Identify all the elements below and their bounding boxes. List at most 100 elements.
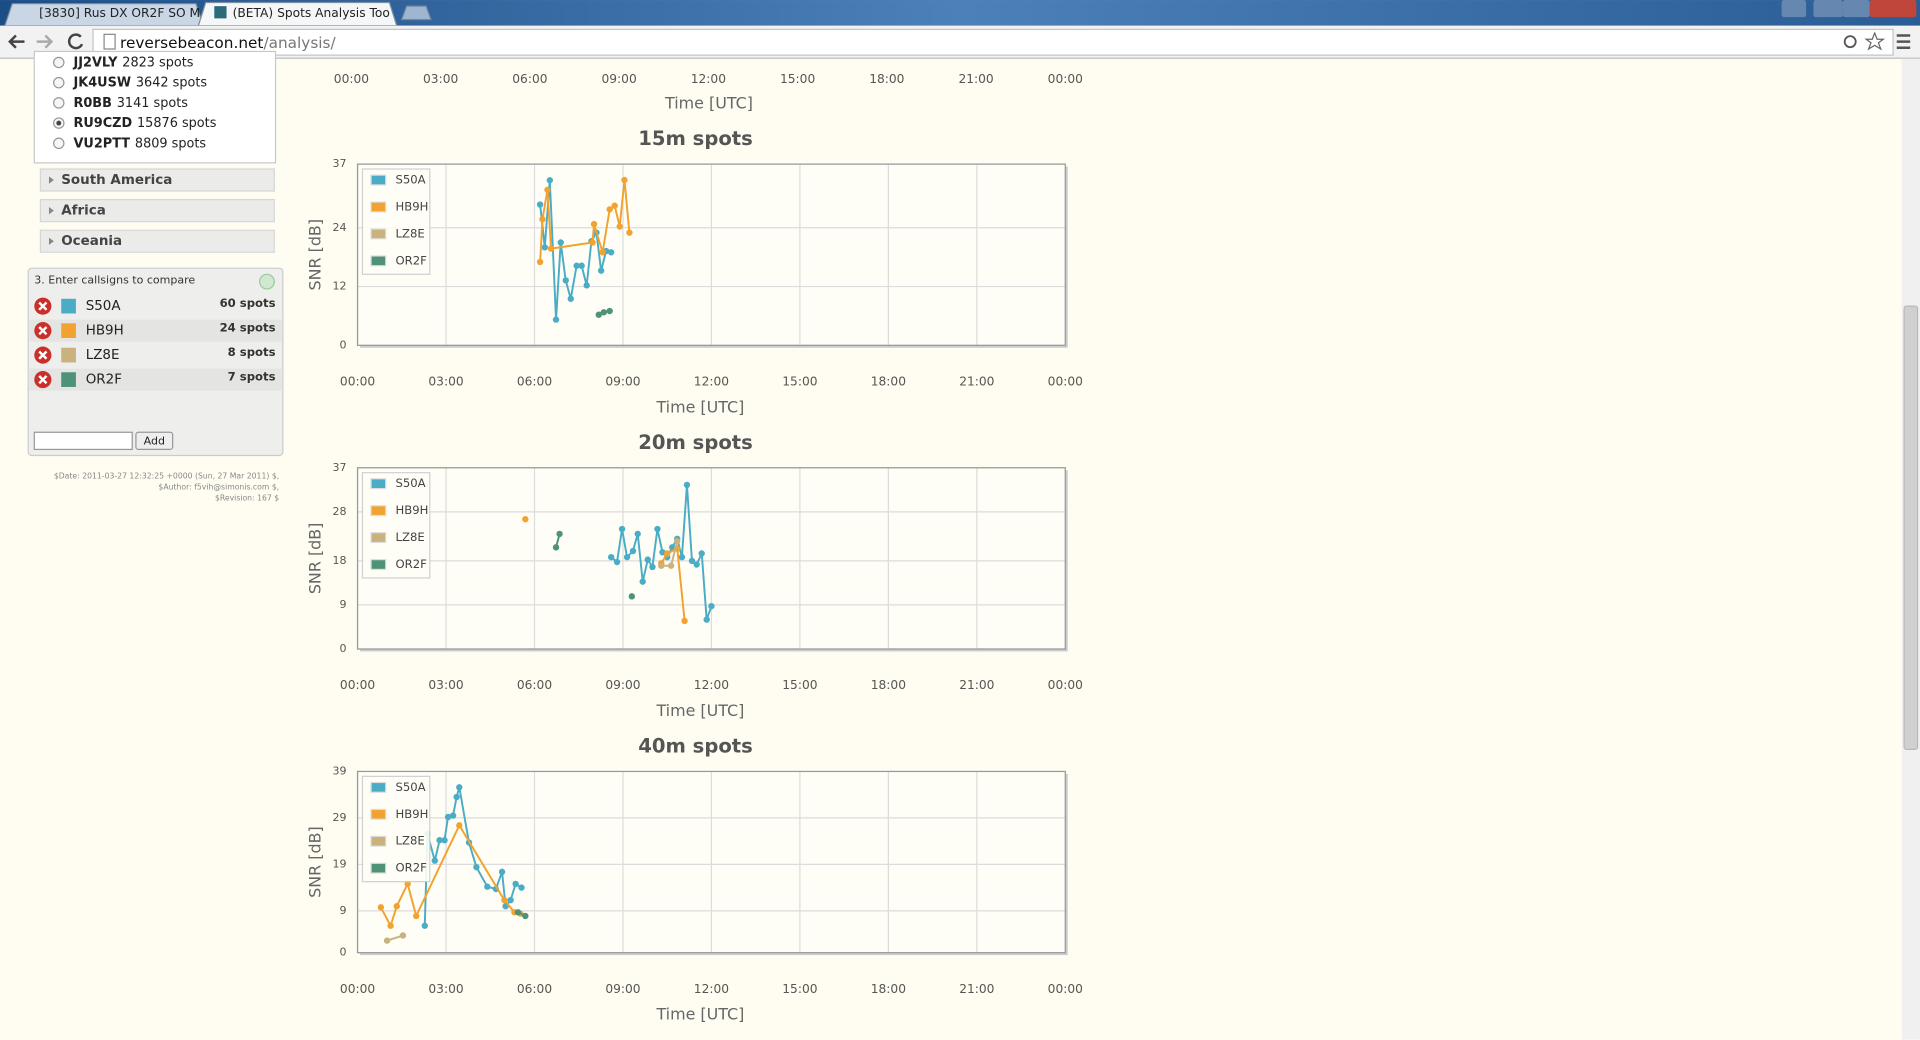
forward-button[interactable] xyxy=(36,34,54,49)
menu-button[interactable] xyxy=(1896,34,1911,50)
data-point xyxy=(590,220,598,228)
callsign-input[interactable] xyxy=(33,431,133,451)
window-user[interactable] xyxy=(1781,0,1807,18)
legend-label: OR2F xyxy=(396,253,428,267)
x-tick-label: 00:00 xyxy=(1048,678,1083,692)
x-tick-label: 12:00 xyxy=(694,982,729,996)
x-tick-label: 21:00 xyxy=(959,375,994,389)
data-point xyxy=(583,282,590,289)
region-header[interactable] xyxy=(39,229,275,253)
radio[interactable] xyxy=(53,76,65,89)
data-point xyxy=(404,880,411,888)
data-point xyxy=(436,837,443,844)
radio[interactable] xyxy=(53,137,65,150)
chart-title: 40m spots xyxy=(638,734,753,757)
data-point xyxy=(613,558,621,566)
address-bar[interactable] xyxy=(92,28,1894,56)
y-tick-label: 12 xyxy=(332,280,346,293)
bookmark-star[interactable] xyxy=(1864,31,1886,51)
x-tick-label: 18:00 xyxy=(871,678,906,692)
x-tick-label: 21:00 xyxy=(958,72,993,86)
add-button[interactable] xyxy=(135,431,174,451)
x-tick-label: 03:00 xyxy=(423,72,458,86)
data-point xyxy=(547,245,555,252)
x-tick-label: 00:00 xyxy=(1048,72,1083,86)
station-row: JK4USW 3642 spots xyxy=(72,75,207,90)
url-host: reversebeacon.net xyxy=(120,33,263,51)
row-bg xyxy=(29,368,282,391)
legend-label: HB9H xyxy=(396,199,429,213)
station-spots: 8809 spots xyxy=(135,136,207,151)
data-point xyxy=(623,553,631,561)
data-point xyxy=(606,206,613,213)
data-point xyxy=(607,249,615,256)
data-point xyxy=(522,912,529,920)
y-tick-label: 0 xyxy=(340,946,347,959)
data-point xyxy=(512,880,519,888)
compare-call: OR2F xyxy=(86,373,122,388)
data-point xyxy=(453,793,460,801)
station-row: R0BB 3141 spots xyxy=(73,95,188,110)
data-point xyxy=(544,186,551,193)
zoom-icon[interactable] xyxy=(1843,35,1857,49)
data-point xyxy=(498,868,506,876)
refresh-icon[interactable] xyxy=(258,273,275,290)
window-maximize[interactable] xyxy=(1842,0,1870,18)
x-tick-label: 00:00 xyxy=(334,72,369,86)
y-tick-label: 0 xyxy=(340,338,347,351)
legend-label: S50A xyxy=(396,780,426,794)
row-bg xyxy=(29,319,282,342)
legend-swatch xyxy=(370,781,387,793)
data-point xyxy=(678,553,686,561)
x-tick-label: 12:00 xyxy=(691,72,726,86)
data-point xyxy=(421,922,428,929)
data-point xyxy=(703,616,710,623)
region-name: Africa xyxy=(61,204,106,219)
x-tick-label: 06:00 xyxy=(512,72,547,86)
remove-x xyxy=(38,301,48,311)
data-point xyxy=(556,530,563,538)
x-tick-label: 15:00 xyxy=(782,375,817,389)
plot-border xyxy=(356,163,1066,346)
reload-button[interactable] xyxy=(68,33,84,50)
x-tick-label: 15:00 xyxy=(782,678,817,692)
legend-swatch xyxy=(370,478,387,490)
legend-swatch xyxy=(370,505,387,517)
color-swatch xyxy=(61,323,76,338)
station-spots: 2823 spots xyxy=(122,55,194,70)
station-call: JK4USW xyxy=(72,75,131,90)
data-point xyxy=(693,561,700,568)
series-line xyxy=(660,547,686,621)
radio[interactable] xyxy=(53,56,65,69)
x-tick-label: 00:00 xyxy=(340,678,375,692)
data-point xyxy=(607,553,615,561)
color-swatch xyxy=(61,347,76,363)
region-header[interactable] xyxy=(39,199,275,223)
back-button[interactable] xyxy=(8,34,25,49)
legend-swatch xyxy=(370,835,387,847)
data-point xyxy=(399,932,407,939)
radio[interactable] xyxy=(53,97,65,109)
data-point xyxy=(654,525,661,533)
data-point xyxy=(628,593,635,600)
data-point xyxy=(708,602,715,610)
data-point xyxy=(599,249,606,256)
window-close[interactable] xyxy=(1869,0,1917,18)
legend-label: HB9H xyxy=(396,807,429,821)
footer-line: $Author: f5vih@simonis.com $, xyxy=(158,482,279,491)
data-point xyxy=(456,784,463,791)
data-point xyxy=(377,904,385,911)
x-tick-label: 09:00 xyxy=(601,72,636,86)
y-axis-label: SNR [dB] xyxy=(305,826,324,898)
y-tick-label: 28 xyxy=(332,505,346,518)
region-header[interactable] xyxy=(39,168,275,192)
data-point xyxy=(573,262,580,269)
data-point xyxy=(669,544,676,551)
scrollbar-thumb[interactable] xyxy=(1903,305,1919,751)
window-minimize[interactable] xyxy=(1813,0,1843,18)
data-point xyxy=(546,177,554,184)
color-swatch xyxy=(61,372,76,387)
new-tab[interactable] xyxy=(400,5,432,21)
compare-spots: 7 spots xyxy=(228,370,276,384)
remove-x xyxy=(38,375,48,385)
